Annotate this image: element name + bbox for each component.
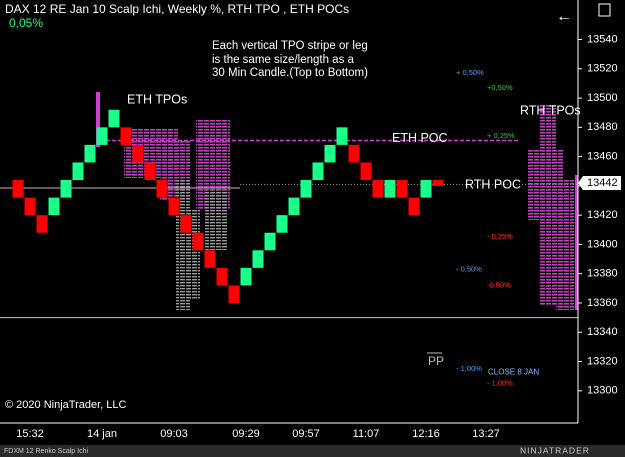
renko-brick <box>276 215 288 233</box>
y-tick-label: 13300 <box>587 385 618 397</box>
renko-brick <box>372 180 384 198</box>
renko-brick <box>108 109 120 128</box>
y-tick-label: 13480 <box>587 121 618 133</box>
level-label: CLOSE 8 JAN <box>488 368 539 377</box>
x-tick-label: 09:57 <box>292 428 320 440</box>
renko-brick <box>360 162 372 181</box>
renko-brick <box>12 180 24 198</box>
copyright: © 2020 NinjaTrader, LLC <box>5 399 126 411</box>
renko-brick <box>336 127 348 145</box>
renko-brick <box>432 180 444 186</box>
renko-brick <box>60 180 72 198</box>
renko-brick <box>144 162 156 181</box>
y-tick-label: 13320 <box>587 355 618 367</box>
renko-brick <box>120 127 132 145</box>
level-label: ETH POC <box>392 131 448 145</box>
renko-brick <box>216 267 228 286</box>
y-tick-label: 13460 <box>587 151 618 163</box>
renko-brick <box>300 180 312 198</box>
x-tick-label: 13:27 <box>472 428 500 440</box>
pp-label: PP <box>428 354 444 368</box>
x-tick-label: 12:16 <box>412 428 440 440</box>
renko-brick <box>408 197 420 216</box>
renko-brick <box>48 197 60 216</box>
price-marker-label: 13442 <box>587 177 618 189</box>
pct-level-label: -0,50% <box>487 280 511 289</box>
rth-tpo-profile <box>528 105 578 310</box>
brand: NINJATRADER <box>520 445 590 455</box>
y-tick-label: 13340 <box>587 326 618 338</box>
y-tick-label: 13520 <box>587 63 618 75</box>
renko-brick <box>84 144 96 163</box>
renko-brick <box>348 144 360 163</box>
y-tick-label: 13400 <box>587 238 618 250</box>
x-tick-label: 09:03 <box>160 428 188 440</box>
renko-brick <box>264 232 276 251</box>
renko-brick <box>132 144 144 163</box>
renko-brick <box>180 215 192 233</box>
pct-level-label: - 0,50% <box>456 264 482 273</box>
renko-brick <box>420 180 432 198</box>
renko-brick <box>240 267 252 286</box>
price-marker <box>578 175 621 190</box>
change: 0,05% <box>9 16 43 30</box>
renko-brick <box>156 180 168 198</box>
pct-level-label: + 0,50% <box>456 68 484 77</box>
y-tick-label: 13420 <box>587 209 618 221</box>
note: is the same size/length as a <box>212 54 355 66</box>
pct-level-label: +0,50% <box>487 83 513 92</box>
y-tick-label: 13360 <box>587 297 618 309</box>
note: Each vertical TPO stripe or leg <box>212 40 368 52</box>
renko-brick <box>324 144 336 163</box>
note: 30 Min Candle.(Top to Bottom) <box>212 67 368 79</box>
pct-level-label: - 1,00% <box>456 364 482 373</box>
renko-brick <box>72 162 84 181</box>
y-tick-label: 13380 <box>587 268 618 280</box>
renko-brick <box>24 197 36 216</box>
renko-brick <box>312 162 324 181</box>
renko-brick <box>384 180 396 198</box>
x-tick-label: 09:29 <box>232 428 260 440</box>
pct-level-label: + 0,25% <box>487 131 515 140</box>
renko-brick <box>252 250 264 268</box>
renko-brick <box>228 285 240 303</box>
renko-brick <box>36 215 48 233</box>
renko-brick <box>396 180 408 198</box>
back-arrow[interactable]: ← <box>556 8 572 25</box>
status-text: FDXM 12 Renko Scalp Ichi <box>4 448 88 455</box>
window-button[interactable] <box>598 3 611 17</box>
renko-brick <box>96 127 108 145</box>
pct-level-label: - 0,25% <box>487 232 513 241</box>
renko-brick <box>192 232 204 251</box>
eth-tpo-label: ETH TPOs <box>127 92 187 106</box>
level-label: RTH POC <box>465 178 521 192</box>
x-tick-label: 11:07 <box>353 428 380 440</box>
x-tick-label: 15:32 <box>16 428 44 440</box>
y-tick-label: 13500 <box>587 92 618 104</box>
chart-title: DAX 12 RE Jan 10 Scalp Ichi, Weekly %, R… <box>5 2 349 16</box>
status-bar <box>0 445 625 457</box>
renko-brick <box>288 197 300 216</box>
renko-brick <box>204 250 216 268</box>
rth-tpo-label: RTH TPOs <box>520 103 581 117</box>
x-tick-label: 14 jan <box>87 428 117 440</box>
pct-level-label: - 1,00% <box>487 378 513 387</box>
y-tick-label: 13540 <box>587 33 618 45</box>
renko-brick <box>168 197 180 216</box>
